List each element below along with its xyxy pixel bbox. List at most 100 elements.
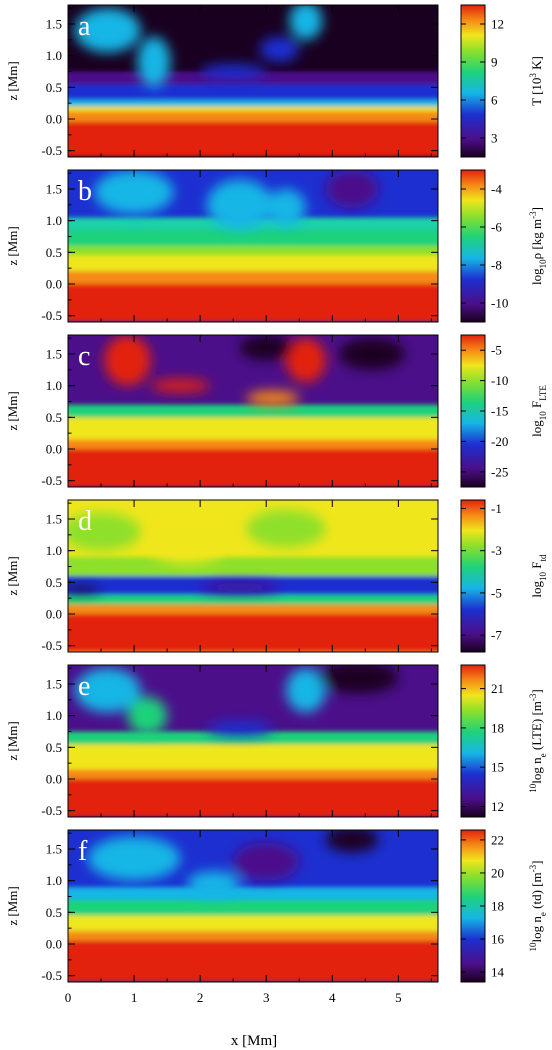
heatmap-bands	[68, 557, 438, 652]
colorbar-tick-label: -10	[491, 373, 508, 388]
heatmap-band	[68, 915, 438, 932]
y-tick-label: 1.0	[46, 378, 62, 393]
colorbar-tick-label: -3	[491, 543, 502, 558]
heatmap-d	[68, 500, 438, 652]
heatmap-band	[68, 404, 438, 418]
heatmap-feature	[338, 338, 405, 370]
heatmap-feature	[150, 379, 211, 392]
colorbar-label-sub: e	[538, 912, 548, 916]
colorbar-label-sub2: td	[538, 554, 548, 562]
heatmap-features	[104, 335, 405, 406]
heatmap-band	[68, 769, 438, 779]
colorbar-label-sub: 10	[538, 411, 548, 421]
heatmap-band	[68, 887, 438, 900]
colorbar-tick-label: -4	[491, 182, 502, 197]
heatmap-bands	[68, 71, 438, 157]
colorbar-tick-label: 14	[491, 965, 505, 980]
heatmap-f	[68, 830, 438, 982]
x-tick-label: 5	[395, 990, 402, 1005]
colorbar-label-pre: 10	[528, 783, 538, 793]
heatmap-features	[74, 5, 323, 88]
heatmap-feature	[325, 170, 379, 208]
y-tick-label: 0.0	[46, 277, 62, 292]
heatmap-feature	[74, 8, 141, 53]
y-tick-label: 0.0	[46, 937, 62, 952]
panel-b: 1.5 1.0 0.5 0.0 -0.5 z [Mm] b -4 -6 -8 -10 log10ρ […	[5, 169, 548, 323]
heatmap-feature	[286, 338, 326, 383]
x-tick-label: 3	[263, 990, 270, 1005]
y-tick-label: 0.0	[46, 442, 62, 457]
colorbar-label: log10ρ [kg m-3]	[528, 207, 548, 285]
y-tick-label: 1.0	[46, 213, 62, 228]
x-tick-label: 2	[197, 990, 204, 1005]
colorbar	[460, 4, 486, 158]
colorbar-label-end: ]	[529, 689, 544, 693]
x-tick-label: 4	[329, 990, 336, 1005]
heatmap-band	[68, 122, 438, 157]
y-axis-label: z [Mm]	[5, 556, 20, 595]
colorbar-tick-label: 18	[491, 899, 504, 914]
heatmap-e	[68, 665, 438, 817]
heatmap-features	[74, 665, 399, 736]
colorbar-tick-label: 21	[491, 681, 504, 696]
colorbar-tick-label: 12	[491, 17, 504, 32]
colorbar-tick-label: -6	[491, 220, 502, 235]
heatmap-features	[87, 830, 379, 897]
heatmap-feature	[74, 668, 141, 713]
y-tick-label: 0.0	[46, 772, 62, 787]
y-tick-label: 0.5	[46, 740, 62, 755]
panel-letter: a	[78, 11, 91, 42]
panel-letter: d	[78, 506, 92, 537]
colorbar-label-rest: (td) [m	[529, 872, 544, 912]
heatmap-feature	[319, 665, 399, 694]
x-tick-label: 0	[65, 990, 72, 1005]
heatmap-band	[68, 246, 438, 256]
panel-letter: f	[78, 836, 88, 867]
heatmap-feature	[266, 189, 306, 227]
heatmap-band	[68, 84, 438, 100]
colorbar-label: log10 Ftd	[529, 554, 548, 598]
heatmap-feature	[289, 5, 323, 40]
heatmap-feature	[68, 586, 102, 594]
colorbar-label-sub2: LTE	[538, 385, 548, 401]
y-tick-label: -0.5	[41, 143, 62, 158]
colorbar-label: log10 FLTE	[529, 385, 548, 437]
y-tick-label: -0.5	[41, 968, 62, 983]
y-tick-label: 0.5	[46, 410, 62, 425]
heatmap-feature	[94, 170, 174, 215]
heatmap-band	[68, 744, 438, 770]
heatmap-band	[68, 449, 438, 487]
colorbar-label-rest: F	[529, 561, 544, 571]
colorbar-tick-label: -20	[491, 434, 508, 449]
colorbar-tick-label: -15	[491, 404, 508, 419]
panel-e: 1.5 1.0 0.5 0.0 -0.5 z [Mm] e 21 18 15 12 10log ne …	[5, 664, 548, 818]
panel-c: 1.5 1.0 0.5 0.0 -0.5 z [Mm] c -5 -10 -15 -20 -25 log…	[5, 334, 548, 488]
y-tick-label: 0.0	[46, 112, 62, 127]
heatmap-band	[68, 931, 438, 941]
colorbar-tick-label: -25	[491, 464, 508, 479]
colorbar-tick-label: 22	[491, 832, 504, 847]
y-tick-label: 0.5	[46, 905, 62, 920]
y-tick-label: 0.0	[46, 607, 62, 622]
heatmap-band	[68, 731, 438, 745]
heatmap-band	[68, 255, 438, 272]
panel-letter: c	[78, 341, 90, 372]
y-tick-label: -0.5	[41, 803, 62, 818]
colorbar-label-rest: ρ [kg m	[529, 219, 544, 259]
y-tick-label: 1.0	[46, 543, 62, 558]
colorbar-label-end: ]	[529, 207, 544, 211]
heatmap-band	[68, 604, 438, 614]
colorbar-tick-label: -5	[491, 343, 502, 358]
colorbar-tick-label: 16	[491, 932, 505, 947]
heatmap-band	[68, 899, 438, 916]
colorbar-label-sub: 10	[538, 571, 548, 581]
heatmap-feature	[286, 668, 326, 713]
heatmap-feature	[186, 871, 240, 897]
heatmap-feature	[68, 512, 141, 551]
colorbar-label-end: K]	[529, 56, 544, 73]
y-tick-label: 0.5	[46, 245, 62, 260]
colorbar-label-rest: F	[529, 401, 544, 411]
colorbar-label-main: log	[529, 580, 544, 597]
heatmap-features	[94, 170, 379, 231]
heatmap-features	[68, 509, 326, 594]
